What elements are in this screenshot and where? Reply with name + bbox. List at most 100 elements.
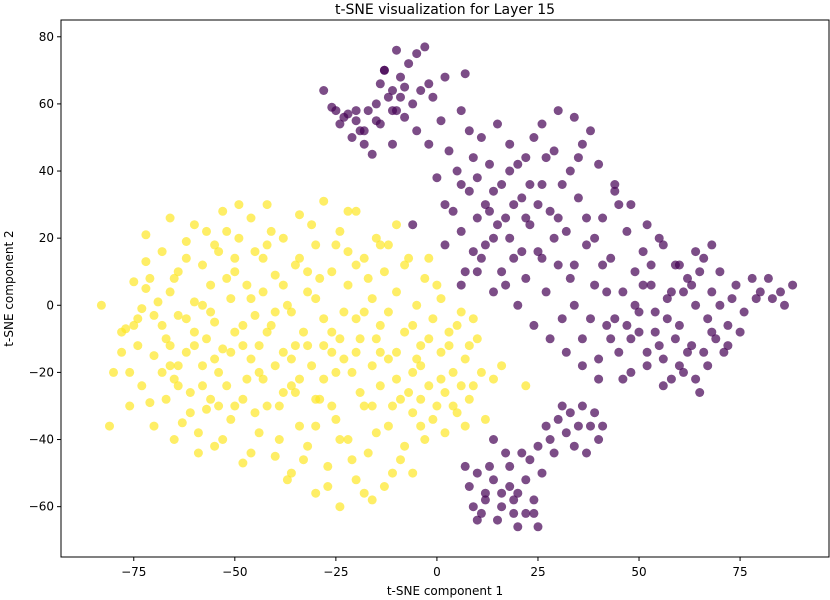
data-point (149, 421, 159, 431)
data-point (497, 502, 507, 512)
data-point (206, 280, 216, 290)
data-point (388, 401, 397, 411)
data-point (501, 213, 511, 223)
data-point (590, 408, 600, 418)
data-point (278, 280, 288, 290)
data-point (359, 139, 369, 149)
data-point (400, 82, 410, 92)
data-point (359, 253, 369, 263)
data-point (202, 404, 211, 414)
data-point (266, 226, 276, 236)
data-point (343, 435, 353, 444)
data-point (173, 267, 183, 277)
data-point (282, 300, 292, 310)
data-point (254, 341, 264, 351)
data-point (157, 367, 167, 377)
data-point (424, 253, 434, 263)
data-point (282, 475, 292, 485)
data-point (371, 116, 381, 126)
data-point (557, 180, 567, 189)
data-point (404, 388, 414, 397)
data-point (400, 260, 410, 270)
data-point (525, 180, 535, 189)
data-point (448, 401, 458, 411)
data-point (662, 294, 672, 304)
data-point (626, 334, 636, 344)
data-point (569, 441, 579, 451)
data-point (242, 280, 252, 290)
data-point (299, 327, 308, 337)
data-point (327, 327, 337, 337)
data-point (210, 317, 220, 327)
data-point (553, 260, 563, 270)
data-point (392, 374, 401, 384)
data-point (335, 119, 345, 129)
data-point (416, 341, 426, 351)
data-point (606, 334, 616, 344)
data-point (549, 146, 559, 156)
data-point (497, 488, 507, 498)
data-point (319, 374, 329, 384)
data-point (436, 294, 446, 304)
data-point (489, 435, 498, 444)
data-point (388, 139, 397, 149)
data-point (222, 381, 232, 391)
data-point (650, 307, 660, 317)
data-point (586, 421, 595, 431)
data-point (351, 347, 361, 357)
data-point (189, 327, 199, 337)
data-point (210, 441, 220, 451)
data-point (472, 213, 482, 223)
data-point (193, 448, 203, 458)
data-point (642, 220, 652, 230)
data-point (129, 320, 139, 330)
data-point (452, 408, 462, 418)
data-point (436, 347, 446, 357)
data-point (181, 347, 191, 357)
data-point (181, 314, 191, 324)
data-point (222, 226, 232, 236)
data-point (537, 468, 547, 478)
data-point (278, 347, 288, 357)
data-point (270, 361, 280, 371)
data-point (392, 347, 401, 357)
data-point (485, 206, 494, 216)
data-point (290, 260, 300, 270)
data-point (351, 260, 361, 270)
data-point (529, 133, 539, 142)
data-point (448, 367, 458, 377)
data-point (379, 267, 389, 277)
data-point (638, 280, 648, 290)
data-point (202, 226, 211, 236)
data-point (464, 341, 474, 351)
data-point (351, 116, 361, 126)
data-point (654, 233, 664, 243)
data-point (480, 240, 490, 250)
data-point (145, 273, 155, 283)
data-point (541, 153, 551, 163)
data-point (485, 461, 494, 471)
data-point (476, 367, 486, 377)
data-point (295, 210, 304, 220)
data-point (618, 374, 628, 384)
data-point (367, 401, 377, 411)
data-point (408, 468, 418, 478)
data-point (311, 240, 321, 250)
x-tick-label: 25 (530, 565, 545, 579)
data-point (351, 206, 361, 216)
data-point (234, 200, 244, 210)
y-axis: −60 −40 −20 0 20 40 60 80 (29, 30, 61, 514)
data-point (185, 388, 195, 397)
data-point (371, 99, 381, 109)
data-point (173, 310, 183, 320)
data-point (573, 153, 583, 163)
data-point (214, 367, 224, 377)
data-point (424, 79, 434, 89)
data-point (420, 273, 430, 283)
y-tick-label: 20 (39, 231, 54, 245)
data-point (679, 287, 688, 297)
data-point (412, 300, 422, 310)
data-point (561, 428, 571, 438)
data-point (392, 106, 401, 116)
data-point (375, 320, 385, 330)
